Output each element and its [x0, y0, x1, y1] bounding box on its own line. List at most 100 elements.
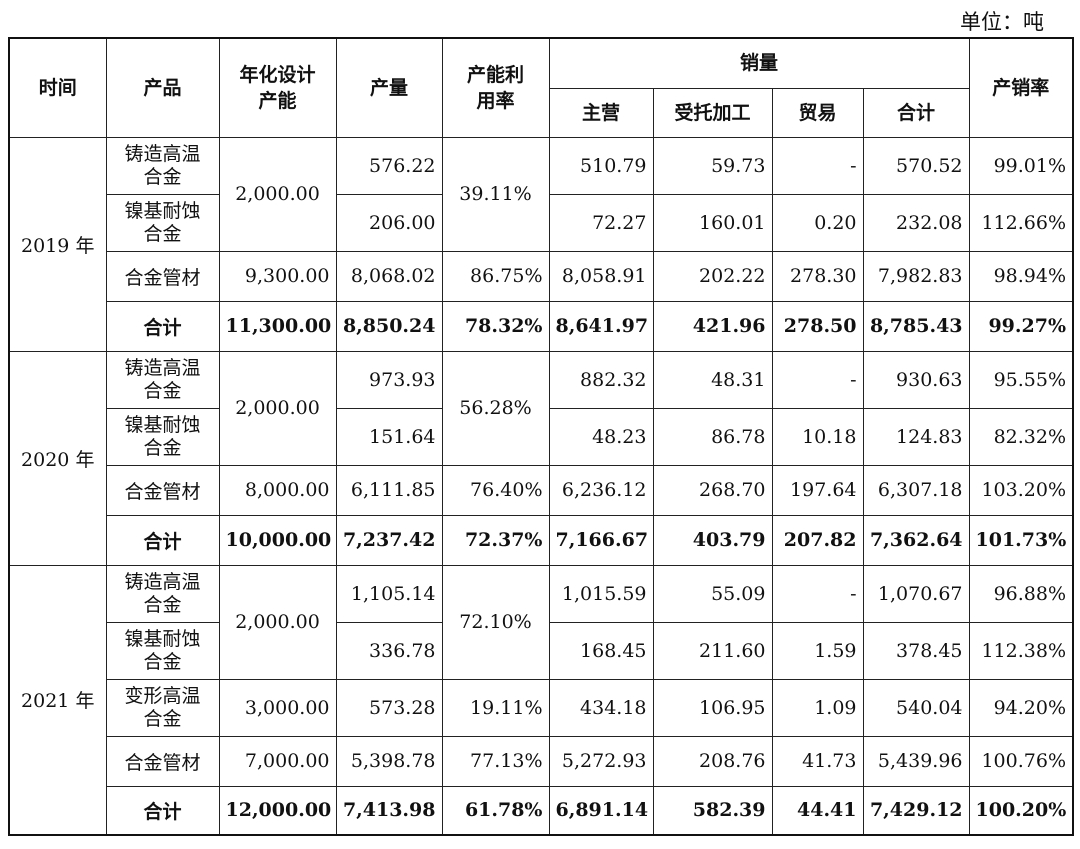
total-label: 合计 — [105, 300, 220, 352]
capacity-cell: 7,000.00 — [218, 735, 337, 787]
sales-trade-cell: 10.18 — [771, 407, 864, 466]
year-cell: 2020 年 — [8, 350, 107, 566]
header-ratio: 产销率 — [968, 37, 1074, 138]
ratio-cell: 100.76% — [968, 735, 1074, 787]
utilization-cell: 78.32% — [441, 300, 550, 352]
output-cell: 7,237.42 — [335, 514, 443, 566]
ratio-cell: 94.20% — [968, 678, 1074, 737]
output-cell: 7,413.98 — [335, 785, 443, 836]
output-cell: 573.28 — [335, 678, 443, 737]
ratio-cell: 99.27% — [968, 300, 1074, 352]
sales-trade-cell: 1.09 — [771, 678, 864, 737]
table-row-total: 合计 12,000.00 7,413.98 61.78% 6,891.14 58… — [9, 785, 1074, 836]
capacity-cell: 2,000.00 — [218, 136, 337, 252]
sales-total-cell: 540.04 — [862, 678, 970, 737]
sales-total-cell: 7,362.64 — [862, 514, 970, 566]
sales-entrusted-cell: 86.78 — [652, 407, 773, 466]
utilization-cell: 56.28% — [441, 350, 550, 466]
ratio-cell: 101.73% — [968, 514, 1074, 566]
header-output: 产量 — [335, 37, 443, 138]
sales-trade-cell: - — [771, 136, 864, 195]
sales-trade-cell: - — [771, 564, 864, 623]
year-cell: 2021 年 — [8, 564, 107, 836]
capacity-cell: 2,000.00 — [218, 564, 337, 680]
sales-main-cell: 8,641.97 — [548, 300, 654, 352]
sales-total-cell: 5,439.96 — [862, 735, 970, 787]
table-row: 2020 年 铸造高温 合金 2,000.00 973.93 56.28% 882… — [8, 350, 1074, 566]
sales-main-cell: 72.27 — [548, 193, 654, 252]
output-cell: 8,850.24 — [335, 300, 443, 352]
sales-total-cell: 232.08 — [862, 193, 970, 252]
table-row: 合金管材 8,000.00 6,111.85 76.40% 6,236.12 2… — [9, 464, 1074, 516]
sales-entrusted-cell: 208.76 — [652, 735, 773, 787]
header-sales-trade: 贸易 — [771, 87, 864, 138]
ratio-cell: 100.20% — [968, 785, 1074, 836]
product-cell: 镍基耐蚀 合金 — [105, 407, 220, 466]
product-cell: 合金管材 — [105, 250, 220, 302]
sales-total-cell: 1,070.67 — [862, 564, 970, 623]
output-cell: 576.22 — [335, 136, 443, 195]
utilization-cell: 61.78% — [441, 785, 550, 836]
sales-total-cell: 124.83 — [862, 407, 970, 466]
output-cell: 336.78 — [335, 621, 443, 680]
unit-label: 单位：吨 — [960, 10, 1044, 34]
sales-total-cell: 6,307.18 — [862, 464, 970, 516]
capacity-cell: 8,000.00 — [218, 464, 337, 516]
header-sales-main: 主营 — [548, 87, 654, 138]
year-cell: 2019 年 — [8, 136, 107, 352]
table-row: 合金管材 7,000.00 5,398.78 77.13% 5,272.93 2… — [9, 735, 1074, 787]
utilization-cell: 86.75% — [441, 250, 550, 302]
utilization-cell: 72.10% — [441, 564, 550, 680]
capacity-cell: 12,000.00 — [218, 785, 337, 836]
table-row: 镍基耐蚀 合金 336.78 168.45 211.60 1.59 378.45 … — [9, 621, 1074, 680]
output-cell: 6,111.85 — [335, 464, 443, 516]
output-cell: 151.64 — [335, 407, 443, 466]
ratio-cell: 112.66% — [968, 193, 1074, 252]
sales-main-cell: 5,272.93 — [548, 735, 654, 787]
sales-main-cell: 8,058.91 — [548, 250, 654, 302]
sales-trade-cell: 1.59 — [771, 621, 864, 680]
ratio-cell: 99.01% — [968, 136, 1074, 195]
header-sales-total: 合计 — [862, 87, 970, 138]
utilization-cell: 76.40% — [441, 464, 550, 516]
utilization-cell: 72.37% — [441, 514, 550, 566]
sales-total-cell: 378.45 — [862, 621, 970, 680]
output-cell: 206.00 — [335, 193, 443, 252]
product-cell: 铸造高温 合金 — [105, 136, 220, 195]
table-row: 2021 年 铸造高温 合金 2,000.00 1,105.14 72.10% 1… — [8, 564, 1074, 836]
capacity-cell: 3,000.00 — [218, 678, 337, 737]
sales-main-cell: 168.45 — [548, 621, 654, 680]
sales-trade-cell: 278.50 — [771, 300, 864, 352]
sales-main-cell: 1,015.59 — [548, 564, 654, 623]
ratio-cell: 112.38% — [968, 621, 1074, 680]
product-cell: 铸造高温 合金 — [105, 564, 220, 623]
sales-main-cell: 434.18 — [548, 678, 654, 737]
capacity-cell: 11,300.00 — [218, 300, 337, 352]
sales-entrusted-cell: 160.01 — [652, 193, 773, 252]
sales-entrusted-cell: 202.22 — [652, 250, 773, 302]
capacity-cell: 10,000.00 — [218, 514, 337, 566]
total-label: 合计 — [105, 514, 220, 566]
header-utilization: 产能利 用率 — [441, 37, 550, 138]
sales-main-cell: 6,236.12 — [548, 464, 654, 516]
sales-main-cell: 7,166.67 — [548, 514, 654, 566]
sales-entrusted-cell: 48.31 — [652, 350, 773, 409]
sales-entrusted-cell: 211.60 — [652, 621, 773, 680]
output-cell: 5,398.78 — [335, 735, 443, 787]
sales-entrusted-cell: 403.79 — [652, 514, 773, 566]
table-row: 变形高温 合金 3,000.00 573.28 19.11% 434.18 106… — [9, 678, 1074, 737]
table-row: 镍基耐蚀 合金 151.64 48.23 86.78 10.18 124.83 8… — [9, 407, 1074, 466]
table-row: 镍基耐蚀 合金 206.00 72.27 160.01 0.20 232.08 1… — [9, 193, 1074, 252]
sales-total-cell: 8,785.43 — [862, 300, 970, 352]
capacity-cell: 9,300.00 — [218, 250, 337, 302]
utilization-cell: 39.11% — [441, 136, 550, 252]
production-sales-table: 时间 产品 年化设计 产能 产量 产能利 用率 销量 产销率 主营 受托加工 贸易 … — [8, 37, 1075, 836]
ratio-cell: 98.94% — [968, 250, 1074, 302]
total-label: 合计 — [105, 785, 220, 836]
ratio-cell: 82.32% — [968, 407, 1074, 466]
sales-entrusted-cell: 268.70 — [652, 464, 773, 516]
sales-entrusted-cell: 421.96 — [652, 300, 773, 352]
table-row-total: 合计 10,000.00 7,237.42 72.37% 7,166.67 40… — [9, 514, 1074, 566]
sales-trade-cell: 0.20 — [771, 193, 864, 252]
table-row: 2019 年 铸造高温 合金 2,000.00 576.22 39.11% 510… — [8, 136, 1074, 352]
